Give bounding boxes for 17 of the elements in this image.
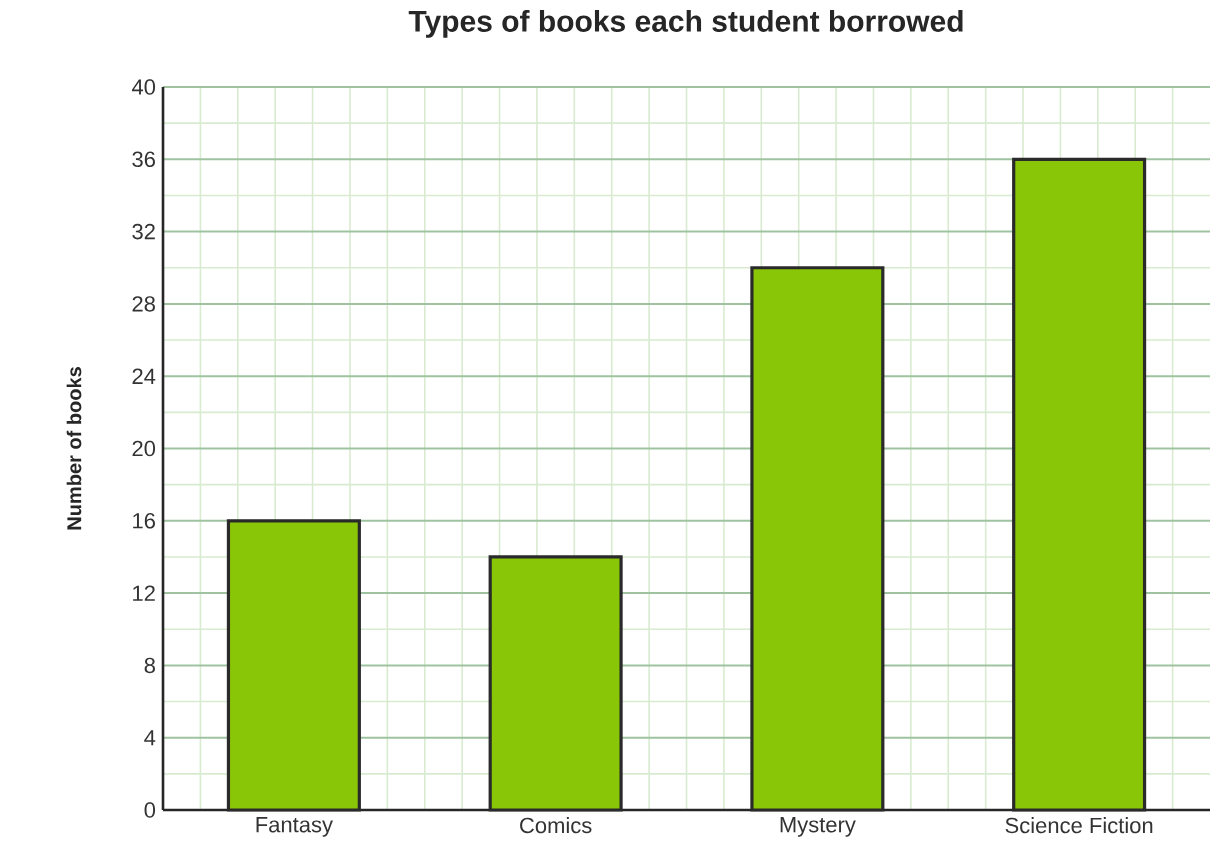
chart-title: Types of books each student borrowed — [408, 9, 963, 38]
y-axis-title: Number of books — [66, 367, 82, 530]
x-tick-label: Comics — [520, 817, 592, 834]
x-tick-label: Mystery — [780, 817, 856, 837]
y-tick-label: 16 — [133, 513, 155, 529]
y-tick-label: 8 — [144, 657, 155, 674]
y-tick-label: 40 — [131, 79, 156, 95]
y-tick-label: 0 — [144, 802, 156, 818]
x-tick-label: Fantasy — [256, 817, 333, 837]
y-tick-label: 36 — [132, 151, 155, 168]
y-tick-label: 20 — [132, 440, 156, 457]
x-tick-label: Science Fiction — [1005, 817, 1153, 834]
y-tick-label: 28 — [132, 296, 155, 312]
y-tick-label: 4 — [144, 730, 156, 746]
y-tick-label: 32 — [132, 223, 155, 240]
y-tick-label: 24 — [132, 368, 156, 384]
y-tick-label: 12 — [133, 585, 155, 601]
